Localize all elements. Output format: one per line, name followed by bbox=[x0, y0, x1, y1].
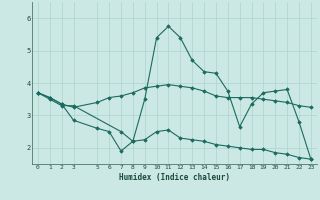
X-axis label: Humidex (Indice chaleur): Humidex (Indice chaleur) bbox=[119, 173, 230, 182]
